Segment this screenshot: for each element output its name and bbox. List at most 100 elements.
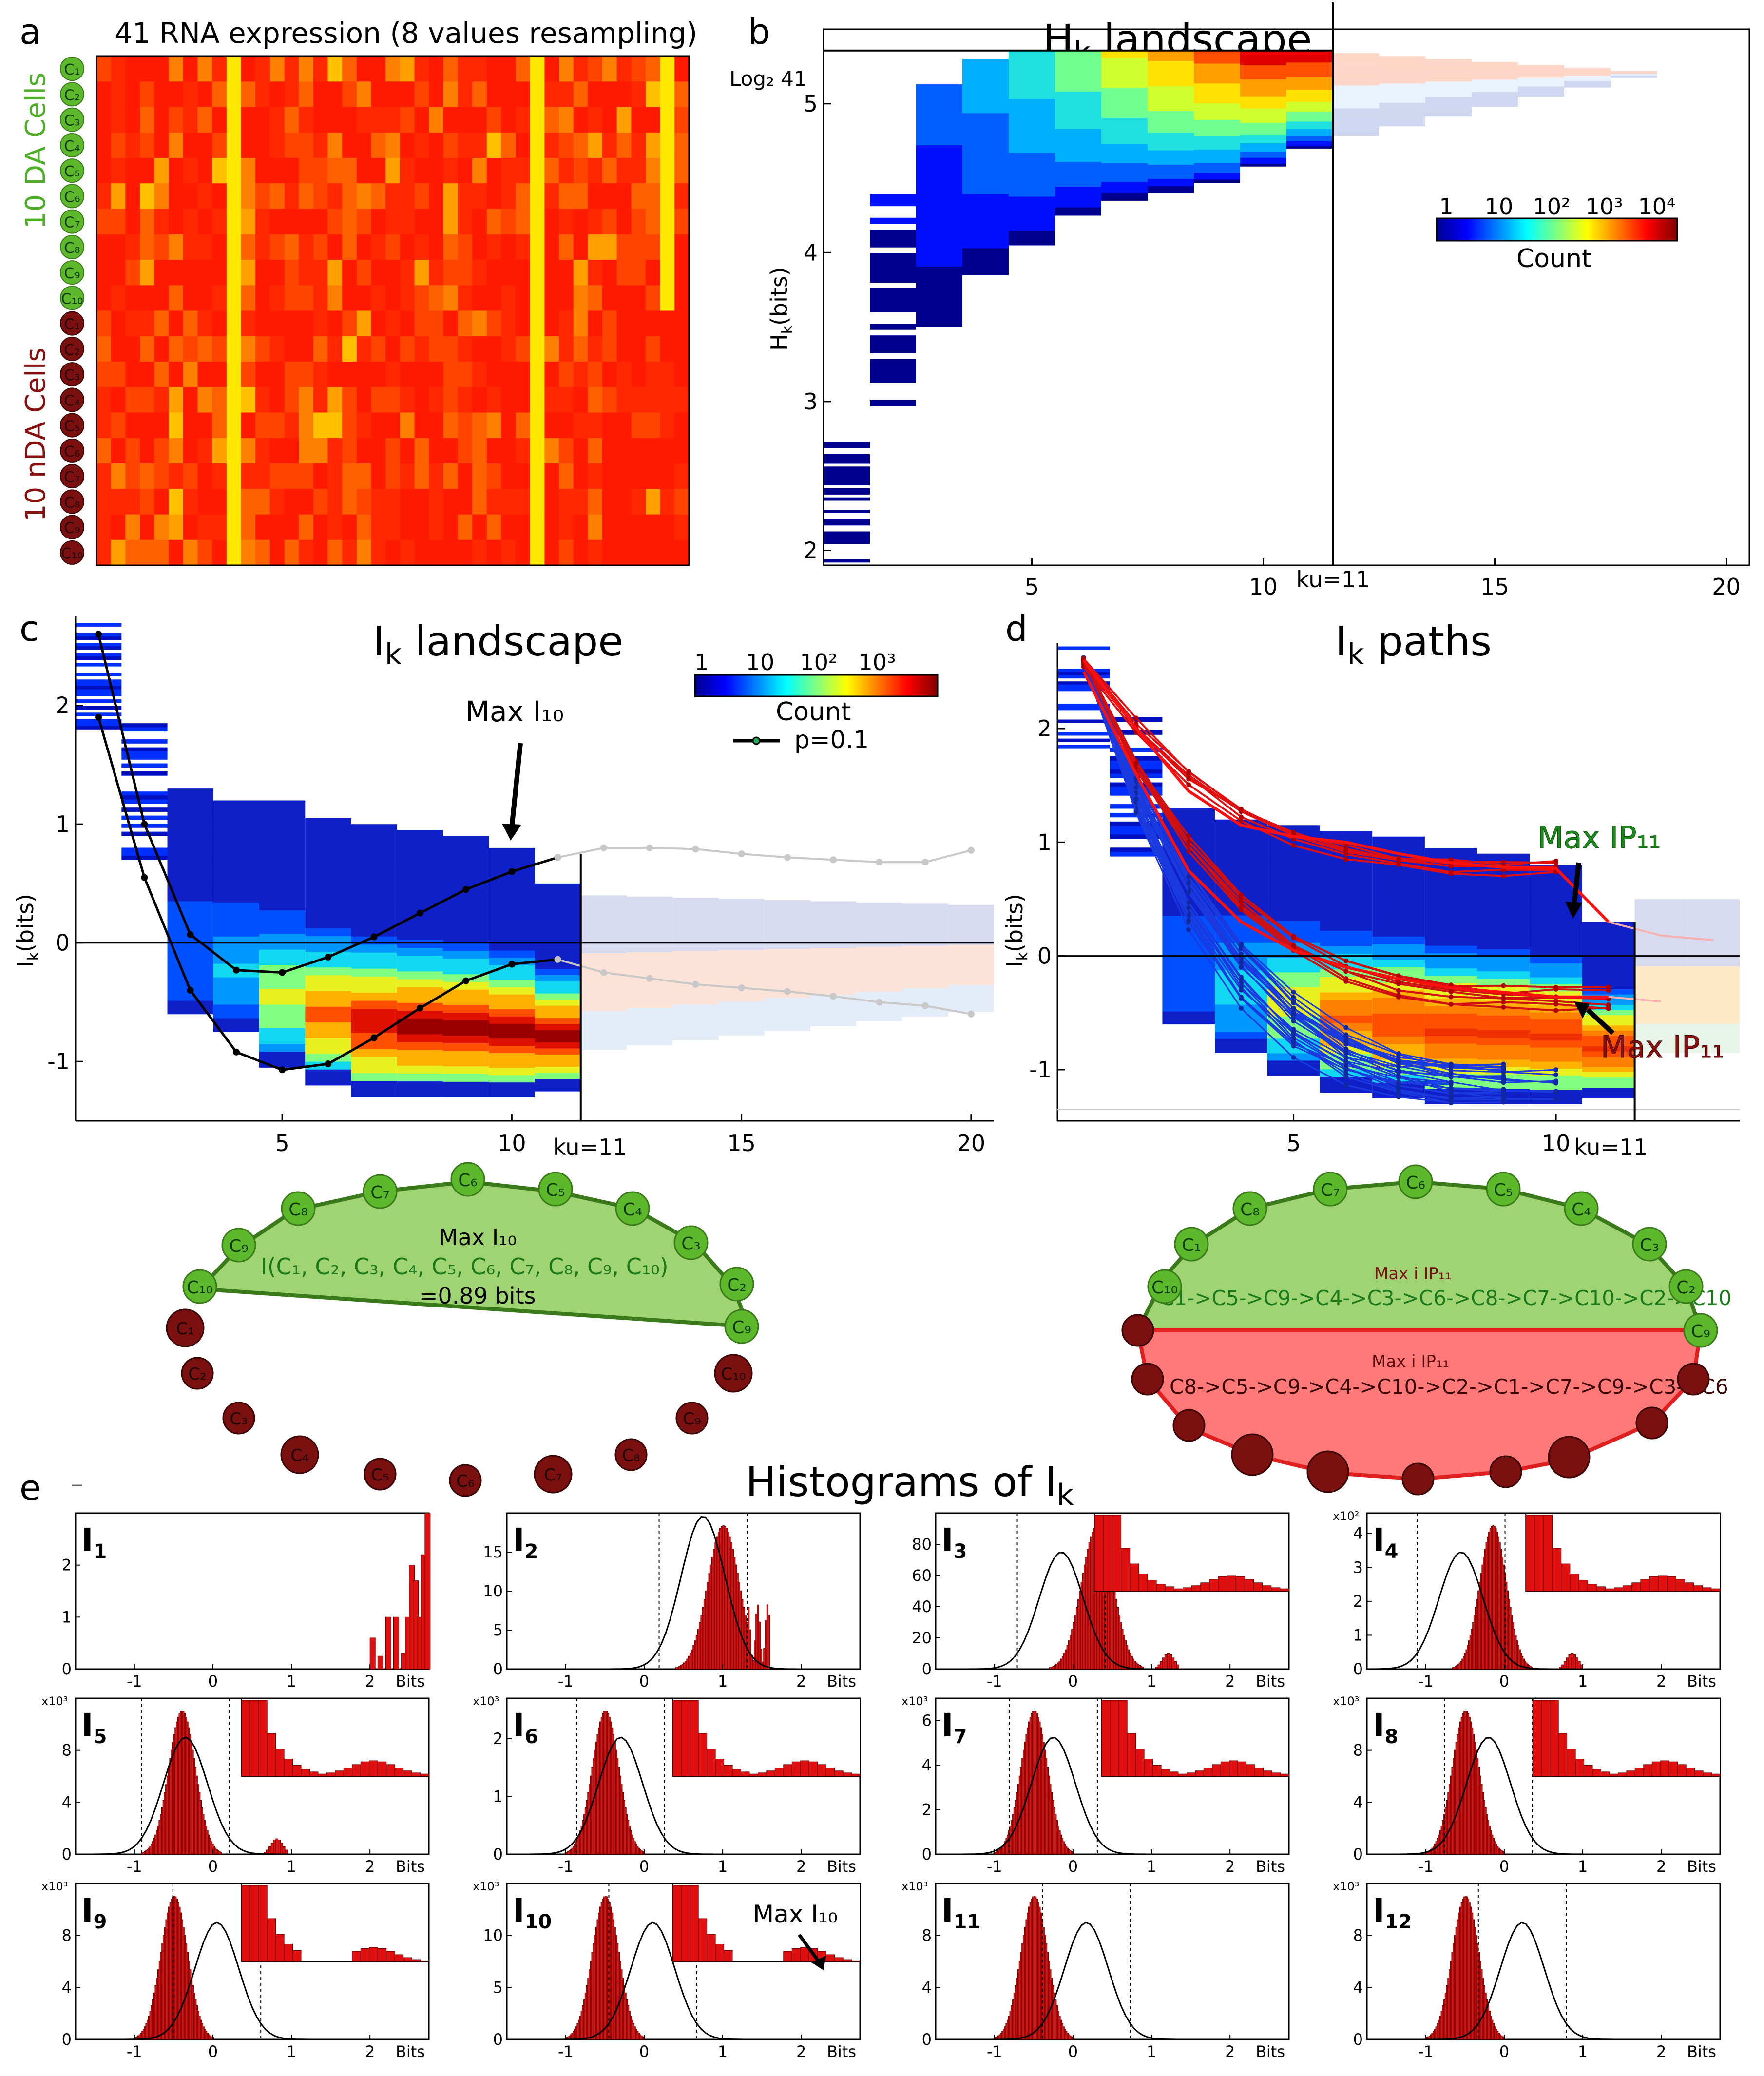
hk-bin (1194, 126, 1240, 130)
blue-path-point (1291, 1009, 1296, 1014)
ik-bin (397, 830, 443, 838)
ik-bin (397, 1050, 443, 1058)
heat-cell (616, 209, 632, 235)
hk-bin (824, 466, 870, 470)
hk-bin (1009, 196, 1055, 202)
heat-cell (284, 56, 299, 82)
heat-cell (472, 387, 487, 413)
inset-bar (335, 1770, 344, 1777)
hk-bin (1009, 182, 1055, 187)
heat-cell (616, 387, 632, 413)
ikp-bin (1582, 1031, 1635, 1037)
hk-bin (1194, 159, 1240, 163)
heat-cell (313, 56, 328, 82)
blue-path-point (1396, 1058, 1401, 1064)
hist-bar (1479, 1775, 1481, 1855)
ik-bin-faded (810, 909, 857, 917)
graph-d-green-node-label: C₇ (1321, 1180, 1340, 1200)
ikp-bin (1215, 854, 1267, 861)
hk-bin (962, 264, 1009, 270)
hk-bin-faded (1611, 71, 1657, 72)
ik-bin (397, 1081, 443, 1090)
ik-bin (305, 889, 351, 897)
hk-bin (962, 91, 1009, 97)
ikp-bin (1477, 876, 1530, 884)
ik-bin-faded (810, 917, 857, 925)
ikp-bin (1477, 912, 1530, 921)
heat-cell (212, 56, 227, 82)
ik-bin-faded (948, 978, 995, 985)
heat-cell (530, 56, 545, 82)
heat-cell (255, 362, 270, 387)
heat-cell (602, 514, 617, 540)
heat-cell (241, 489, 256, 515)
ik-bin-faded (948, 924, 995, 932)
heat-cell (646, 539, 661, 566)
heat-cell (458, 310, 473, 337)
hk-bin (870, 200, 916, 207)
heat-cell (371, 539, 386, 566)
ik-xtick-label: 10 (498, 1130, 526, 1156)
hist-bar (377, 1655, 383, 1670)
heat-cell (342, 362, 357, 387)
hk-bin (1055, 54, 1101, 59)
graph-d-green-node-label: C₄ (1572, 1200, 1591, 1220)
heat-cell (660, 438, 675, 464)
hist-bar (586, 1800, 588, 1855)
hist-bar-secondary (268, 1846, 271, 1855)
histogram-frame (75, 1512, 430, 1670)
hk-bin (1286, 146, 1333, 149)
ikp-bin (1477, 920, 1530, 928)
heat-cell (212, 183, 227, 210)
ik-bin-faded (902, 953, 948, 961)
hk-bin (1055, 96, 1101, 100)
heat-cell (269, 183, 285, 210)
hist-bar (1069, 2035, 1072, 2040)
ik-bin-faded (810, 987, 857, 995)
ikp-bin (1477, 1015, 1530, 1023)
red-path-point (1133, 761, 1139, 767)
heat-cell (342, 387, 357, 413)
ik-bin (259, 934, 306, 942)
hk-bin-faded (1333, 99, 1379, 104)
ikp-bin (1477, 979, 1530, 986)
ik-bin (167, 888, 213, 895)
heat-cell (486, 489, 502, 515)
ik-bin (259, 957, 306, 966)
heat-cell (111, 539, 126, 566)
hk-bin (870, 235, 916, 242)
heat-cell (197, 539, 212, 566)
hist-bar (749, 1629, 751, 1670)
hk-bin (916, 303, 962, 309)
heat-cell (111, 183, 126, 210)
graph-d-green-node-label: C₁₀ (1151, 1278, 1178, 1298)
ik-bin-faded (856, 924, 902, 933)
ik-bin (259, 824, 306, 832)
red-path-point (1553, 858, 1559, 864)
ik-bin-faded (672, 960, 719, 969)
ikp-bin (1530, 1019, 1582, 1027)
heat-cell (646, 260, 661, 286)
hk-bin-faded (1564, 82, 1611, 83)
hk-bin (916, 278, 962, 285)
heat-cell (559, 132, 574, 158)
hk-bin (916, 199, 962, 206)
heat-cell (429, 132, 444, 158)
ikp-bin-faded (1634, 985, 1687, 996)
ikp-bin (1215, 840, 1267, 847)
blue-path-point (1448, 1065, 1454, 1070)
ik-bin (121, 755, 168, 760)
heat-cell (472, 463, 487, 489)
hist-bar (1058, 2016, 1061, 2040)
heat-cell (299, 336, 314, 362)
heat-cell (269, 132, 285, 158)
graph-d-green-title: Max i IP₁₁ (1374, 1264, 1452, 1284)
hk-bin-faded (1333, 58, 1379, 63)
ikp-bin (1057, 703, 1110, 707)
hk-bin-faded (1518, 72, 1564, 74)
heat-cell (96, 489, 112, 515)
heat-cell (197, 158, 212, 184)
hk-bin-faded (1333, 126, 1379, 132)
hist-bar (207, 1830, 209, 1855)
